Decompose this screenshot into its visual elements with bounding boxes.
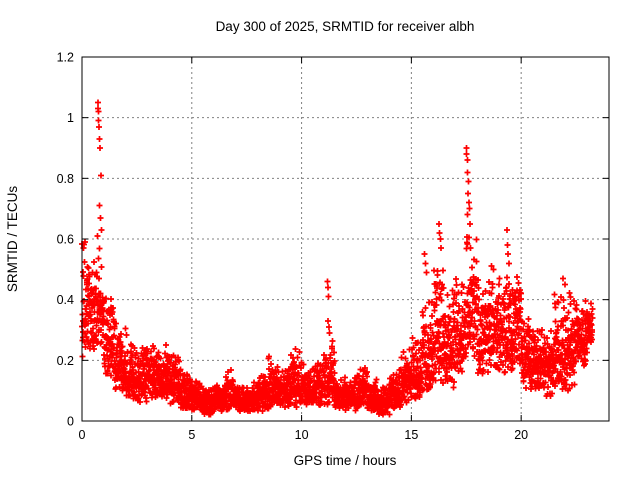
x-tick-label: 10 [295,428,309,442]
y-tick-label: 0.6 [57,233,74,247]
chart-title: Day 300 of 2025, SRMTID for receiver alb… [216,19,475,34]
y-tick-label: 0.8 [57,172,74,186]
scatter-plus-markers [79,99,596,418]
x-tick-label: 0 [79,428,86,442]
y-tick-label: 0.2 [57,354,74,368]
x-tick-label: 15 [404,428,418,442]
data-points [79,99,596,418]
y-tick-label: 0.4 [57,293,74,307]
axes-and-ticks [81,56,610,422]
x-tick-label: 20 [514,428,528,442]
x-axis-label: GPS time / hours [294,453,397,468]
y-tick-label: 1 [67,111,74,125]
x-tick-label: 5 [188,428,195,442]
y-axis-label: SRMTID / TECUs [5,186,20,293]
grid-lines [82,57,609,421]
y-tick-label: 0 [67,415,74,429]
tick-labels: 0 5 10 15 20 0 0.2 0.4 0.6 0.8 1 1.2 [57,51,529,443]
y-tick-label: 1.2 [57,51,74,65]
